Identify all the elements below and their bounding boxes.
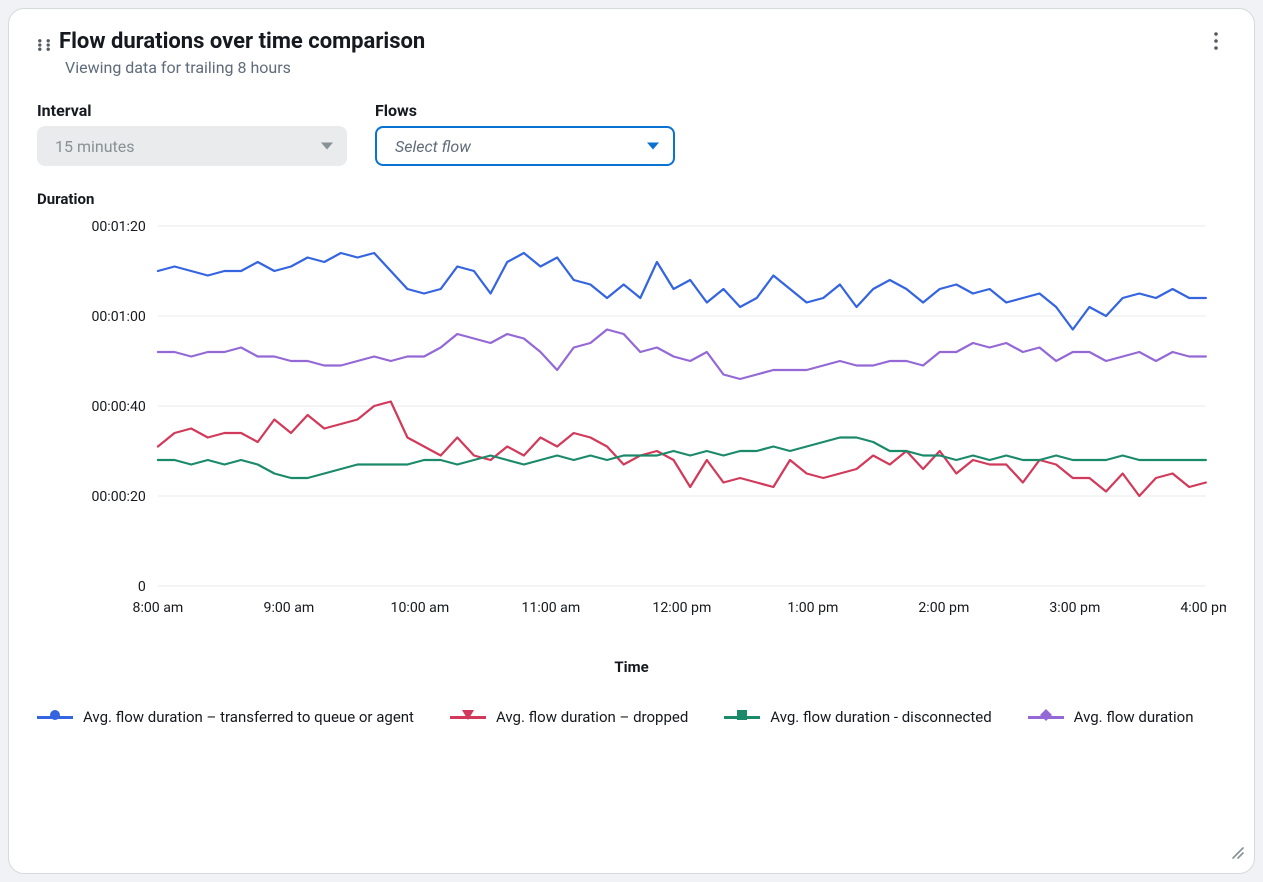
- flows-select[interactable]: Select flow: [375, 126, 675, 166]
- legend-swatch: [450, 710, 486, 724]
- resize-handle-icon[interactable]: [1230, 844, 1244, 863]
- svg-text:12:00 pm: 12:00 pm: [652, 600, 711, 616]
- flows-control: Flows Select flow: [375, 101, 675, 166]
- legend-label: Avg. flow duration – dropped: [496, 708, 688, 726]
- flows-placeholder: Select flow: [395, 137, 471, 156]
- legend-item[interactable]: Avg. flow duration: [1028, 708, 1194, 726]
- chart-legend: Avg. flow duration – transferred to queu…: [37, 708, 1226, 726]
- interval-value: 15 minutes: [55, 137, 135, 156]
- chevron-down-icon: [647, 143, 659, 150]
- legend-item[interactable]: Avg. flow duration – dropped: [450, 708, 688, 726]
- interval-control: Interval 15 minutes: [37, 101, 347, 166]
- svg-text:00:00:40: 00:00:40: [91, 399, 145, 415]
- svg-text:00:01:20: 00:01:20: [91, 219, 145, 235]
- interval-select[interactable]: 15 minutes: [37, 126, 347, 166]
- svg-text:11:00 am: 11:00 am: [522, 600, 581, 616]
- legend-item[interactable]: Avg. flow duration - disconnected: [724, 708, 991, 726]
- svg-text:00:01:00: 00:01:00: [91, 309, 145, 325]
- svg-text:8:00 am: 8:00 am: [133, 600, 184, 616]
- svg-text:9:00 am: 9:00 am: [264, 600, 315, 616]
- dashboard-card: Flow durations over time comparison View…: [8, 8, 1255, 874]
- card-title: Flow durations over time comparison: [59, 29, 425, 54]
- chart-area: 0 00:00:20 00:00:40 00:01:00 00:01:20 8:00 am…: [37, 216, 1226, 636]
- card-menu-button[interactable]: [1206, 29, 1226, 53]
- drag-handle-icon[interactable]: [37, 37, 51, 51]
- card-subtitle: Viewing data for trailing 8 hours: [65, 58, 425, 77]
- legend-label: Avg. flow duration: [1074, 708, 1194, 726]
- svg-text:3:00 pm: 3:00 pm: [1049, 600, 1100, 616]
- svg-text:1:00 pm: 1:00 pm: [787, 600, 838, 616]
- chevron-down-icon: [321, 143, 333, 150]
- flows-label: Flows: [375, 101, 675, 120]
- legend-swatch: [37, 710, 73, 724]
- svg-text:00:00:20: 00:00:20: [91, 489, 145, 505]
- legend-item[interactable]: Avg. flow duration – transferred to queu…: [37, 708, 414, 726]
- legend-swatch: [1028, 710, 1064, 724]
- line-chart: 0 00:00:20 00:00:40 00:01:00 00:01:20 8:00 am…: [37, 216, 1226, 636]
- svg-text:10:00 am: 10:00 am: [391, 600, 450, 616]
- interval-label: Interval: [37, 101, 347, 120]
- x-axis-title: Time: [37, 658, 1226, 676]
- legend-label: Avg. flow duration – transferred to queu…: [83, 708, 414, 726]
- legend-swatch: [724, 710, 760, 724]
- svg-text:0: 0: [138, 579, 146, 595]
- svg-text:2:00 pm: 2:00 pm: [918, 600, 969, 616]
- controls-row: Interval 15 minutes Flows Select flow: [37, 101, 1226, 166]
- legend-label: Avg. flow duration - disconnected: [770, 708, 991, 726]
- card-header: Flow durations over time comparison View…: [37, 29, 1226, 77]
- title-block: Flow durations over time comparison View…: [37, 29, 425, 77]
- svg-text:4:00 pm: 4:00 pm: [1180, 600, 1226, 616]
- y-axis-title: Duration: [37, 190, 1226, 208]
